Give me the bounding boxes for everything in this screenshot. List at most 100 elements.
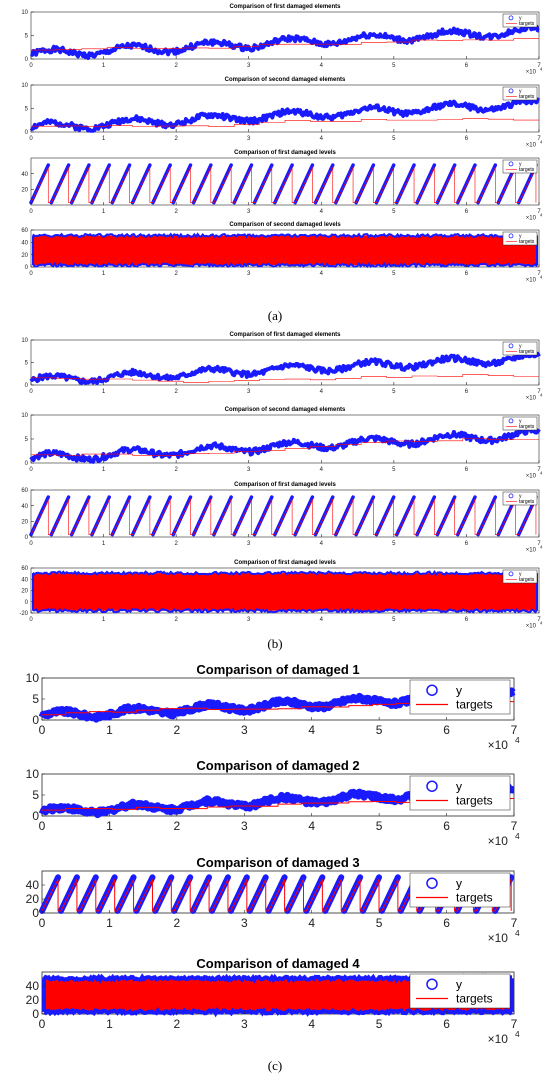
- x-tick-label: 7: [511, 1017, 518, 1031]
- y-tick-label: 5: [25, 107, 29, 113]
- legend-box: [502, 86, 538, 101]
- x-tick-label: 0: [29, 209, 33, 215]
- legend-y-label: y: [456, 779, 462, 793]
- legend-targets-label: targets: [519, 239, 535, 245]
- y-tick-label: 20: [21, 253, 28, 259]
- y-tick-label: 20: [21, 519, 28, 525]
- chart-title: Comparison of second damaged elements: [225, 77, 346, 83]
- x-tick-label: 4: [308, 819, 315, 833]
- legend-box: [409, 775, 511, 811]
- chart-3-2: Comparison of damaged 2 0 5 10 0 1 2 3 4 5 6 7×10 4 y…: [26, 758, 520, 848]
- x-tick-label: 0: [39, 916, 46, 930]
- x-tick-label: 6: [443, 723, 450, 737]
- x-scale-exponent: 4: [515, 1029, 520, 1039]
- x-tick-label: 2: [174, 617, 178, 623]
- x-tick-label: 0: [39, 819, 46, 833]
- y-tick-label: 40: [26, 878, 40, 892]
- legend-y-label: y: [519, 419, 522, 425]
- y-tick-label: 10: [26, 767, 40, 781]
- x-tick-label: 6: [443, 1017, 450, 1031]
- legend-box: [502, 341, 538, 356]
- x-tick-label: 5: [392, 209, 396, 215]
- legend-y-label: y: [519, 16, 522, 22]
- x-scale-label: ×10: [526, 473, 537, 479]
- x-tick-label: 7: [511, 819, 518, 833]
- x-scale-exponent: 4: [515, 831, 520, 841]
- x-tick-label: 5: [392, 617, 396, 623]
- x-tick-label: 6: [465, 271, 469, 277]
- chart-title: Comparison of damaged 3: [196, 855, 359, 870]
- x-tick-label: 0: [29, 467, 33, 473]
- x-scale-exponent: 4: [515, 928, 520, 938]
- y-tick-label: 0: [32, 713, 39, 727]
- y-series-band: [30, 22, 540, 61]
- y-tick-label: 60: [21, 228, 28, 234]
- x-scale-label: ×10: [488, 931, 509, 945]
- x-tick-label: 1: [102, 541, 106, 547]
- x-tick-label: 0: [29, 541, 33, 547]
- y-tick-label: 0: [25, 600, 29, 606]
- chart-2-1: Comparison of first damaged elements0510…: [21, 332, 543, 401]
- x-tick-label: 3: [247, 209, 251, 215]
- legend-y-marker: [426, 978, 438, 990]
- x-scale-label: ×10: [488, 738, 509, 752]
- chart-title: Comparison of first damaged levels: [234, 482, 336, 488]
- legend-y-marker: [426, 780, 438, 792]
- x-scale-label: ×10: [526, 623, 537, 629]
- x-scale-exponent: 4: [540, 470, 543, 475]
- x-tick-label: 5: [376, 723, 383, 737]
- x-tick-label: 2: [174, 389, 178, 395]
- targets-fill: [33, 573, 537, 611]
- x-scale-exponent: 4: [515, 735, 520, 745]
- legend-y-marker: [508, 88, 514, 94]
- x-tick-label: 3: [247, 389, 251, 395]
- x-scale-label: ×10: [526, 547, 537, 553]
- x-tick-label: 2: [174, 819, 181, 833]
- y-tick-label: 5: [32, 788, 39, 802]
- legend-targets-label: targets: [519, 94, 535, 100]
- chart-title: Comparison of first damaged levels: [234, 150, 336, 156]
- chart-title: Comparison of first damaged elements: [229, 4, 341, 10]
- chart-title: Comparison of first damaged levels: [234, 560, 336, 566]
- legend-box: [409, 872, 511, 908]
- x-scale-exponent: 4: [540, 274, 543, 279]
- x-tick-label: 6: [465, 617, 469, 623]
- legend-targets-label: targets: [519, 577, 535, 583]
- x-tick-label: 6: [465, 467, 469, 473]
- chart-1-3: Comparison of first damaged levels 20 40 0 1…: [21, 150, 543, 221]
- targets-line: [30, 167, 537, 203]
- x-tick-label: 6: [465, 63, 469, 69]
- x-tick-label: 3: [247, 271, 251, 277]
- x-tick-label: 1: [102, 136, 106, 142]
- x-tick-label: 7: [537, 467, 541, 473]
- legend-y-marker: [426, 684, 438, 696]
- y-tick-label: 40: [21, 577, 28, 583]
- x-tick-label: 1: [106, 916, 113, 930]
- x-tick-label: 7: [537, 209, 541, 215]
- x-tick-label: 3: [247, 63, 251, 69]
- x-tick-label: 4: [320, 467, 324, 473]
- x-tick-label: 0: [29, 271, 33, 277]
- x-tick-label: 1: [102, 271, 106, 277]
- legend-y-label: y: [519, 344, 522, 350]
- panel-caption: (c): [268, 1058, 282, 1073]
- x-tick-label: 4: [320, 271, 324, 277]
- y-tick-label: 0: [25, 383, 29, 389]
- x-scale-label: ×10: [526, 215, 537, 221]
- y-tick-label: 40: [21, 240, 28, 246]
- y-tick-label: 20: [21, 589, 28, 595]
- x-tick-label: 2: [174, 541, 178, 547]
- y-tick-label: 40: [26, 979, 40, 993]
- x-scale-exponent: 4: [540, 620, 543, 625]
- x-tick-label: 5: [392, 541, 396, 547]
- legend-y-marker: [508, 343, 514, 349]
- x-tick-label: 7: [537, 389, 541, 395]
- chart-2-2: Comparison of second damaged elements 0 5 1…: [21, 407, 543, 479]
- x-tick-label: 6: [443, 916, 450, 930]
- y-tick-label: 5: [25, 361, 29, 367]
- chart-1-4: Comparison of second damaged levels02040…: [21, 222, 543, 283]
- x-tick-label: 3: [241, 819, 248, 833]
